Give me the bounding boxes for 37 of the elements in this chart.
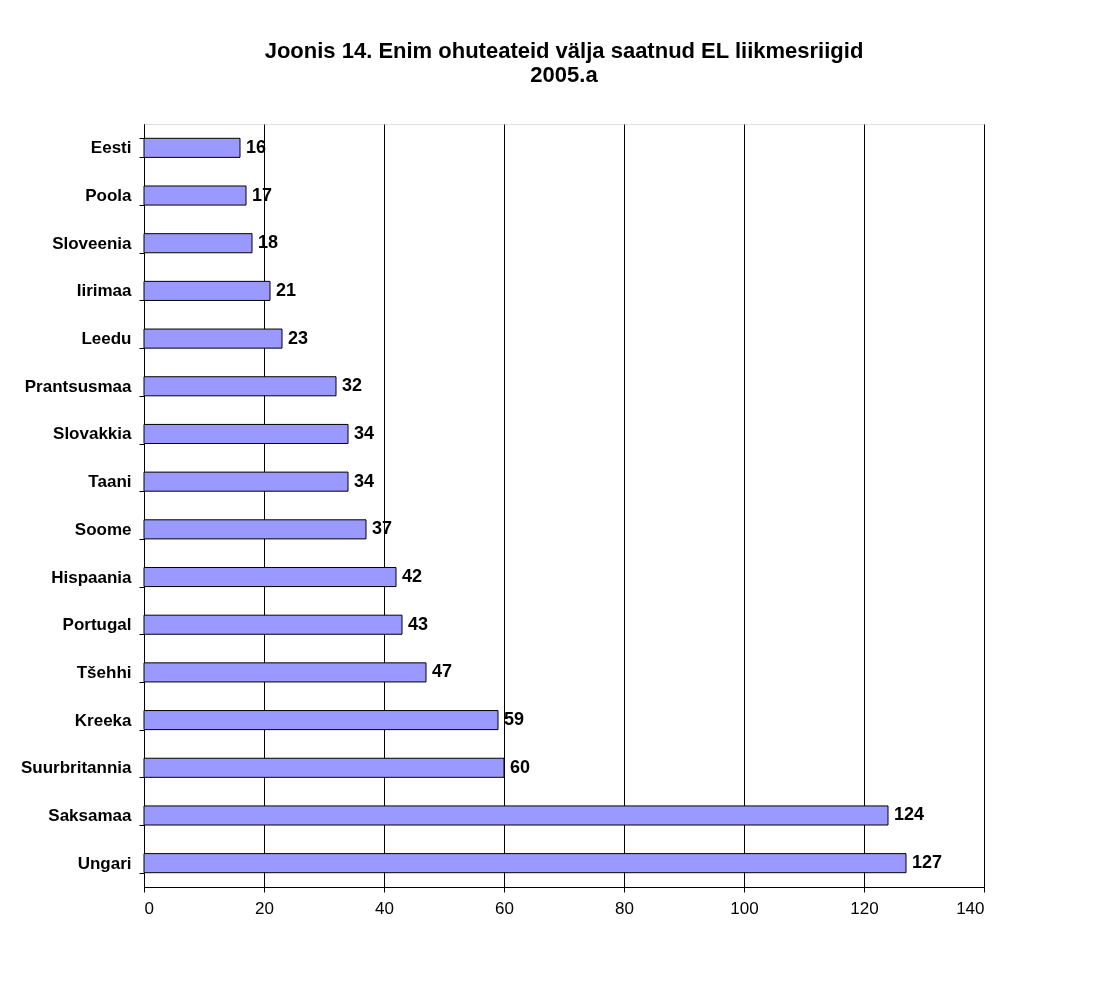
y-tick-label: Sloveenia <box>52 233 133 253</box>
data-label: 60 <box>510 756 531 777</box>
data-label: 32 <box>342 375 363 396</box>
x-tick-label: 80 <box>615 898 634 918</box>
chart-title: Joonis 14. Enim ohuteateid välja saatnud EL liikmesriigid 2005.a <box>264 38 864 87</box>
y-tick-label: Leedu <box>81 329 132 349</box>
data-label: 47 <box>432 661 453 682</box>
y-tick-label: Saksamaa <box>48 805 133 825</box>
data-label: 21 <box>276 279 297 300</box>
y-tick-label: Taani <box>88 472 132 492</box>
y-tick-label: Eesti <box>90 138 132 158</box>
data-label: 59 <box>504 709 525 730</box>
x-tick-label: 40 <box>375 898 394 918</box>
y-tick-label: Ungari <box>77 853 132 873</box>
y-tick-label: Portugal <box>62 615 132 635</box>
x-tick-label: 20 <box>255 898 274 918</box>
y-tick-label: Slovakkia <box>53 424 133 444</box>
y-tick-label: Iirimaa <box>76 281 133 301</box>
data-label: 124 <box>894 804 925 825</box>
data-label: 34 <box>354 422 375 443</box>
y-tick-label: Kreeka <box>74 710 133 730</box>
data-label: 42 <box>402 566 423 587</box>
y-tick-label: Poola <box>85 186 133 206</box>
data-label: 43 <box>408 613 429 634</box>
x-tick-label: 120 <box>850 898 879 918</box>
x-tick-label: 60 <box>495 898 514 918</box>
x-tick-label: 100 <box>730 898 759 918</box>
x-tick-label: 0 <box>144 898 154 918</box>
y-tick-label: Suurbritannia <box>20 758 133 778</box>
y-tick-label: Hispaania <box>51 567 133 587</box>
data-label: 127 <box>912 852 943 873</box>
x-tick-label: 140 <box>956 898 985 918</box>
y-tick-label: Tšehhi <box>76 662 132 682</box>
y-tick-label: Prantsusmaa <box>24 376 133 396</box>
data-label: 23 <box>288 327 309 348</box>
y-tick-label: Soome <box>74 519 132 539</box>
data-label: 34 <box>354 470 375 491</box>
